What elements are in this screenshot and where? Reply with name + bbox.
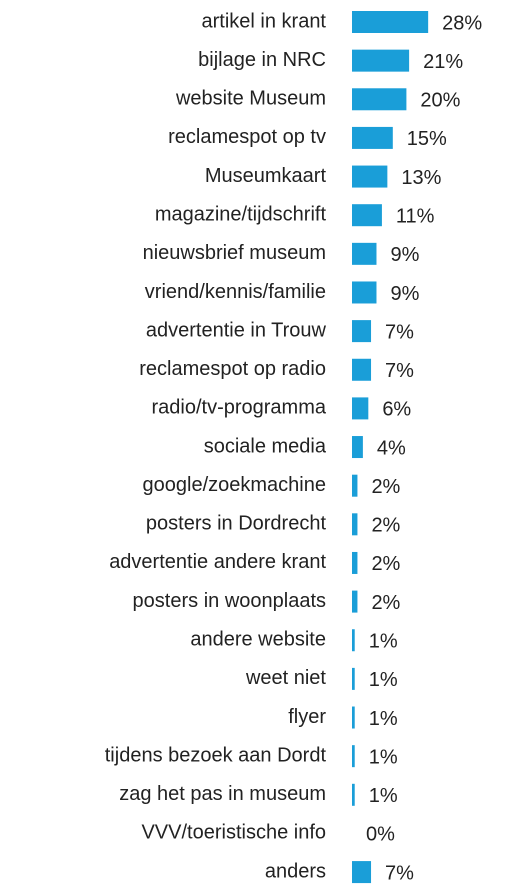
bar [352,204,382,227]
value-label: 28% [442,12,482,34]
value-label: 1% [369,708,398,730]
bar [352,436,363,459]
value-label: 2% [371,592,400,614]
value-label: 1% [369,669,398,691]
category-label: andere website [190,629,326,651]
bar [352,242,377,265]
value-label: 1% [369,746,398,768]
bar [352,397,369,420]
value-label: 11% [396,205,435,227]
bar [352,590,358,613]
category-label: weet niet [245,667,326,689]
category-label: website Museum [175,88,326,110]
value-label: 9% [390,283,419,305]
category-label: radio/tv-programma [151,397,326,419]
value-label: 9% [390,244,419,266]
value-label: 2% [371,515,400,537]
category-label: vriend/kennis/familie [145,281,326,303]
category-label: bijlage in NRC [198,49,326,71]
bar [352,358,372,381]
category-label: Museumkaart [205,165,327,187]
value-label: 7% [385,360,414,382]
value-label: 2% [371,553,400,575]
category-label: nieuwsbrief museum [143,242,326,264]
value-label: 6% [382,399,411,421]
category-label: posters in Dordrecht [146,513,327,535]
category-label: magazine/tijdschrift [155,203,327,225]
bar [352,281,377,304]
bar [352,165,388,188]
value-label: 4% [377,437,406,459]
value-label: 7% [385,321,414,343]
value-label: 1% [369,631,398,653]
value-label: 1% [369,785,398,807]
value-label: 0% [366,824,395,846]
category-label: zag het pas in museum [119,783,326,805]
category-label: tijdens bezoek aan Dordt [105,744,327,766]
bar [352,706,355,729]
value-label: 15% [407,128,447,150]
category-label: flyer [288,706,326,728]
category-label: google/zoekmachine [143,474,326,496]
bar [352,667,355,690]
category-label: sociale media [204,435,327,457]
bar [352,629,355,652]
bar [352,745,355,768]
category-label: advertentie andere krant [109,551,326,573]
bar [352,49,410,72]
value-label: 21% [423,51,463,73]
value-label: 2% [371,476,400,498]
category-label: artikel in krant [202,10,327,32]
bar [352,861,372,884]
bar [352,11,429,33]
bar [352,88,407,111]
bar [352,474,358,497]
category-label: advertentie in Trouw [146,319,327,341]
bar [352,513,358,536]
category-label: anders [265,860,326,882]
category-label: reclamespot op radio [139,358,326,380]
value-label: 20% [420,90,460,112]
bar [352,783,355,806]
category-label: reclamespot op tv [168,126,326,148]
value-label: 7% [385,862,414,884]
bar [352,126,393,149]
value-label: 13% [401,167,441,189]
bar [352,320,372,343]
category-label: VVV/toeristische info [141,822,326,844]
bar [352,551,358,574]
category-label: posters in woonplaats [133,590,326,612]
